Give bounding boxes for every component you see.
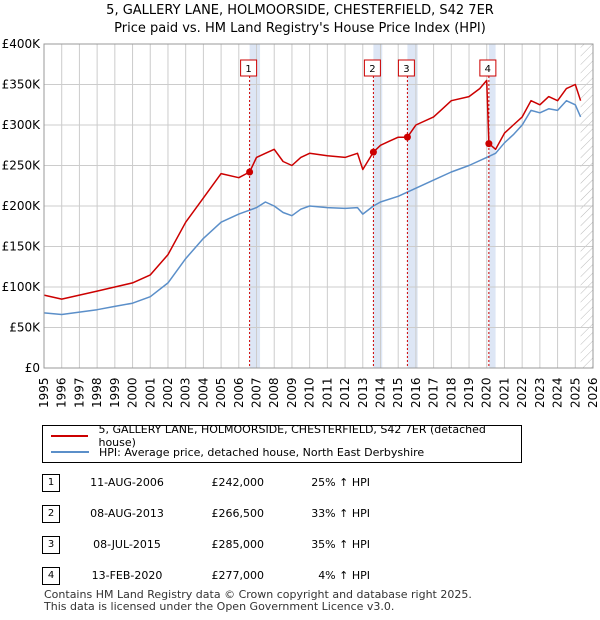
sale-point: [485, 140, 493, 148]
x-tick-label: 2010: [303, 377, 317, 408]
sale-point: [369, 148, 377, 156]
footer-licence: This data is licensed under the Open Gov…: [44, 600, 395, 613]
x-tick-label: 2026: [586, 377, 600, 408]
y-tick-label: £200K: [2, 199, 42, 213]
x-tick-label: 1999: [108, 377, 122, 408]
x-tick-label: 2018: [444, 377, 458, 408]
sale-date: 11-AUG-2006: [90, 476, 164, 489]
legend: 5, GALLERY LANE, HOLMOORSIDE, CHESTERFIE…: [42, 423, 522, 463]
y-tick-label: £300K: [2, 118, 42, 132]
x-tick-label: 2002: [161, 377, 175, 408]
x-tick-label: 2022: [515, 377, 529, 408]
sale-marker-label: 1: [245, 64, 251, 75]
chart-title-line1: 5, GALLERY LANE, HOLMOORSIDE, CHESTERFIE…: [106, 3, 494, 18]
sale-row: 2 08-AUG-2013 £266,500 33% ↑ HPI: [42, 505, 442, 523]
footer-copyright: Contains HM Land Registry data © Crown c…: [44, 588, 472, 601]
x-tick-label: 2001: [143, 377, 157, 408]
sale-row: 1 11-AUG-2006 £242,000 25% ↑ HPI: [42, 474, 442, 492]
price-chart: 1 2 3 4 £0 £50K £100K £150K £200K £250K £300K £350…: [2, 37, 600, 408]
x-tick-label: 2008: [267, 377, 281, 408]
sale-hpi-delta: 4% ↑ HPI: [318, 569, 370, 582]
y-tick-label: £350K: [2, 78, 42, 92]
x-tick-label: 2015: [391, 377, 405, 408]
x-tick-label: 2023: [533, 377, 547, 408]
y-tick-label: £100K: [2, 280, 42, 294]
y-tick-label: £50K: [9, 321, 41, 335]
sale-hpi-delta: 33% ↑ HPI: [311, 507, 370, 520]
x-tick-label: 2007: [250, 377, 264, 408]
sale-price: £242,000: [211, 476, 265, 489]
y-tick-label: £400K: [2, 37, 42, 51]
legend-label-property: 5, GALLERY LANE, HOLMOORSIDE, CHESTERFIE…: [98, 423, 486, 449]
y-tick-label: £250K: [2, 159, 42, 173]
sale-marker-box: [479, 59, 497, 77]
legend-swatch-property: [51, 435, 89, 437]
y-tick-label: £150K: [2, 240, 42, 254]
x-tick-label: 2020: [480, 377, 494, 408]
legend-item-hpi: HPI: Average price, detached house, Nort…: [51, 445, 424, 459]
x-tick-label: 2009: [285, 377, 299, 408]
x-tick-label: 2014: [373, 377, 387, 408]
x-tick-label: 2000: [126, 377, 140, 408]
x-tick-label: 1998: [90, 377, 104, 408]
sale-number: 4: [42, 567, 60, 585]
legend-label-hpi: HPI: Average price, detached house, Nort…: [99, 445, 425, 459]
x-tick-label: 2016: [409, 377, 423, 408]
sale-price: £266,500: [211, 507, 265, 520]
sale-number: 1: [42, 474, 60, 492]
sale-date: 08-JUL-2015: [93, 538, 161, 551]
sale-row: 4 13-FEB-2020 £277,000 4% ↑ HPI: [42, 567, 442, 585]
sale-price: £285,000: [211, 538, 265, 551]
x-tick-label: 2025: [568, 377, 582, 408]
sale-point: [246, 168, 254, 176]
sale-marker-label: 4: [485, 64, 491, 75]
x-tick-label: 2005: [214, 377, 228, 408]
chart-title-line2: Price paid vs. HM Land Registry's House …: [114, 21, 486, 36]
x-tick-label: 1996: [55, 377, 69, 408]
legend-item-property: 5, GALLERY LANE, HOLMOORSIDE, CHESTERFIE…: [51, 423, 521, 449]
legend-swatch-hpi: [51, 451, 89, 453]
x-tick-label: 1997: [72, 377, 86, 408]
x-tick-label: 2006: [232, 377, 246, 408]
x-tick-label: 2024: [551, 377, 565, 408]
sale-marker-box: [363, 59, 381, 77]
sale-row: 3 08-JUL-2015 £285,000 35% ↑ HPI: [42, 536, 442, 554]
sale-date: 08-AUG-2013: [90, 507, 164, 520]
sale-point: [403, 133, 411, 141]
x-tick-label: 2013: [356, 377, 370, 408]
x-tick-label: 2012: [338, 377, 352, 408]
sale-marker-label: 2: [369, 64, 375, 75]
x-tick-label: 1995: [37, 377, 51, 408]
sale-date: 13-FEB-2020: [91, 569, 163, 582]
x-tick-label: 2019: [462, 377, 476, 408]
x-tick-label: 2011: [320, 377, 334, 408]
x-tick-label: 2004: [196, 377, 210, 408]
x-tick-label: 2017: [427, 377, 441, 408]
x-tick-label: 2021: [497, 377, 511, 408]
sale-number: 3: [42, 536, 60, 554]
sale-marker-label: 3: [403, 64, 409, 75]
sale-number: 2: [42, 505, 60, 523]
property-price-line: [43, 79, 582, 300]
sale-hpi-delta: 25% ↑ HPI: [311, 476, 370, 489]
sale-marker-box: [397, 59, 415, 77]
sale-marker-box: [240, 59, 258, 77]
sale-hpi-delta: 35% ↑ HPI: [311, 538, 370, 551]
plot-border: [43, 43, 594, 369]
sale-price: £277,000: [211, 569, 265, 582]
x-tick-label: 2003: [179, 377, 193, 408]
hpi-line: [43, 99, 582, 316]
y-tick-label: £0: [25, 361, 40, 375]
